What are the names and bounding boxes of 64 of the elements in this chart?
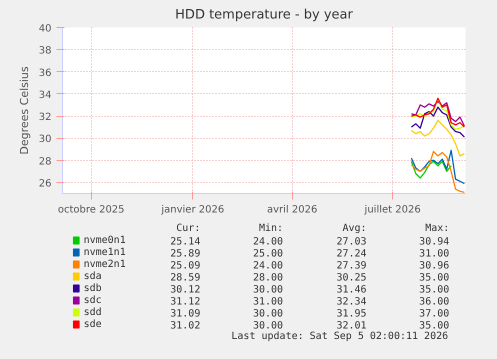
text: 27.03 <box>336 236 367 248</box>
legend-label: nvme1n1 <box>84 247 126 258</box>
legend-label: sde <box>84 319 102 330</box>
text: 35.00 <box>419 320 450 332</box>
y-axis-title: Degrees Celsius <box>18 66 31 155</box>
text: Last update: Sat Sep 5 02:00:11 2026 <box>231 331 448 342</box>
y-tick-label: 36 <box>38 68 52 79</box>
legend-label: nvme0n1 <box>84 235 126 246</box>
text: 31.02 <box>170 320 200 332</box>
text: 35.00 <box>419 272 450 284</box>
y-tick-label: 28 <box>38 156 52 168</box>
text: 30.00 <box>252 320 284 332</box>
legend-label: sdc <box>84 295 102 306</box>
chart-title: HDD temperature - by year <box>175 8 354 22</box>
text: 25.89 <box>170 248 200 260</box>
x-tick-label: octobre 2025 <box>58 204 125 216</box>
y-tick-label: 38 <box>38 46 52 57</box>
line-series <box>410 150 466 184</box>
y-tick-label: 34 <box>38 90 52 101</box>
text: 30.00 <box>252 308 284 320</box>
y-tick-label: 30 <box>38 134 52 146</box>
legend-label: sda <box>84 271 102 282</box>
legend-label: nvme2n1 <box>84 259 126 270</box>
x-tick-label: juillet 2026 <box>364 204 421 216</box>
text: 30.96 <box>419 260 450 272</box>
line-series <box>410 160 452 179</box>
text: 37.00 <box>419 308 450 320</box>
legend-label: sdd <box>84 307 102 318</box>
x-tick-label: avril 2026 <box>266 204 318 216</box>
text: 30.25 <box>336 272 367 284</box>
line-series <box>410 106 466 138</box>
y-tick-label: 32 <box>38 112 52 124</box>
text: 31.12 <box>170 296 200 308</box>
text: 24.00 <box>252 236 284 248</box>
text: 25.00 <box>252 248 284 260</box>
legend-label: sdb <box>84 283 102 294</box>
text: 30.94 <box>419 236 450 248</box>
text: 24.00 <box>252 260 284 272</box>
text: Avg: <box>342 223 367 234</box>
text: 31.95 <box>336 308 367 320</box>
text: 36.00 <box>419 296 450 308</box>
y-tick-label: 40 <box>38 24 52 34</box>
text: 30.00 <box>252 284 284 296</box>
text: 27.24 <box>336 248 367 260</box>
text: 25.09 <box>170 260 200 272</box>
text: 27.39 <box>336 260 367 272</box>
line-series <box>410 150 466 194</box>
text: 32.01 <box>336 320 367 332</box>
text: 25.14 <box>170 236 200 248</box>
text: 31.09 <box>170 308 200 320</box>
text: 30.12 <box>170 284 200 296</box>
text: 31.00 <box>252 296 284 308</box>
text: 31.00 <box>419 248 450 260</box>
text: 31.46 <box>336 284 367 296</box>
x-tick-label: janvier 2026 <box>160 204 224 216</box>
text: Min: <box>258 223 284 234</box>
text: 32.34 <box>336 296 367 308</box>
text: 28.59 <box>170 272 200 284</box>
line-series <box>410 120 466 157</box>
text: 28.00 <box>252 272 284 284</box>
text: 35.00 <box>419 284 450 296</box>
text: Max: <box>425 223 450 234</box>
y-tick-label: 26 <box>38 178 52 190</box>
text: Cur: <box>176 223 200 234</box>
